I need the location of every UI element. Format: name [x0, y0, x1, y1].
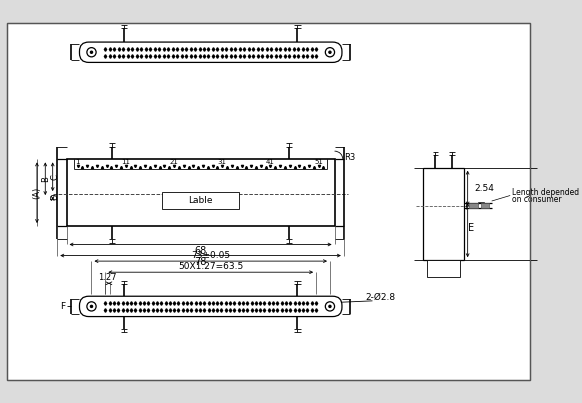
Bar: [162, 192, 239, 209]
Text: 11: 11: [121, 159, 130, 165]
Text: (A): (A): [33, 187, 41, 199]
Text: R3: R3: [344, 153, 355, 162]
Text: 78: 78: [194, 257, 207, 267]
Text: 1: 1: [76, 159, 80, 165]
Text: B: B: [41, 176, 50, 182]
Text: on consumer: on consumer: [512, 195, 562, 204]
Circle shape: [87, 48, 96, 57]
Text: 41: 41: [266, 159, 275, 165]
Bar: [66, 160, 335, 226]
FancyBboxPatch shape: [80, 42, 342, 62]
FancyBboxPatch shape: [80, 296, 342, 317]
Bar: [470, 203, 478, 208]
Text: 31: 31: [218, 159, 226, 165]
Text: 2-Ø2.8: 2-Ø2.8: [365, 293, 396, 302]
Text: C: C: [50, 174, 59, 180]
Text: 1.27: 1.27: [98, 273, 117, 282]
Circle shape: [329, 51, 331, 53]
Text: 50X1.27=63.5: 50X1.27=63.5: [178, 262, 243, 271]
Text: 51: 51: [314, 159, 323, 165]
Text: E: E: [469, 223, 474, 233]
Text: 73±0.05: 73±0.05: [191, 251, 230, 260]
Text: F: F: [61, 302, 65, 311]
Circle shape: [329, 305, 331, 307]
Text: 21: 21: [169, 159, 179, 165]
Bar: [481, 203, 489, 208]
Text: Length depended: Length depended: [512, 188, 579, 197]
Circle shape: [90, 305, 93, 307]
Bar: [427, 260, 460, 277]
Circle shape: [325, 48, 335, 57]
Text: 2.54: 2.54: [474, 184, 494, 193]
Circle shape: [90, 51, 93, 53]
Bar: [423, 168, 464, 260]
Circle shape: [87, 302, 96, 311]
Text: D: D: [50, 194, 59, 200]
Text: Lable: Lable: [189, 196, 213, 205]
Text: 68: 68: [194, 246, 207, 256]
Circle shape: [325, 302, 335, 311]
